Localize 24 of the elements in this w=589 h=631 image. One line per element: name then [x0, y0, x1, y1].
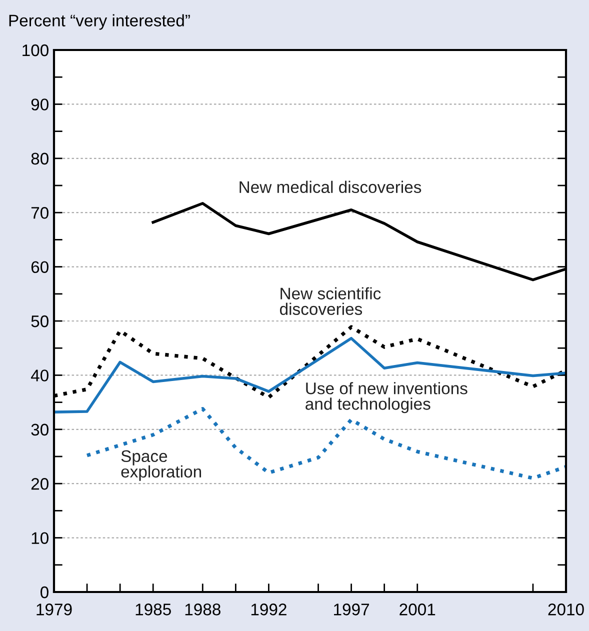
- series-label: New medical discoveries: [240, 180, 422, 194]
- x-tick-label: 2010: [548, 604, 584, 616]
- y-tick-label: 30: [31, 424, 48, 436]
- y-tick-label: 20: [31, 478, 48, 490]
- x-tick-label: 1985: [136, 604, 171, 616]
- y-tick-label: 90: [31, 98, 48, 110]
- y-tick-label: 40: [30, 370, 48, 382]
- x-tick-label: 1979: [36, 604, 72, 616]
- series-label: Use of new inventions and technologies: [306, 382, 468, 414]
- y-tick-label: 80: [31, 152, 48, 165]
- x-tick-label: 1988: [185, 604, 220, 616]
- y-tick-label: 70: [31, 207, 48, 219]
- series-label: Space exploration: [121, 450, 202, 481]
- x-tick-label: 2001: [400, 604, 436, 616]
- line-series: [54, 336, 566, 414]
- x-tick-label: 1997: [334, 604, 369, 616]
- series-label: New scientific discoveries: [280, 287, 381, 315]
- y-tick-label: 50: [31, 315, 48, 328]
- y-axis-title: Percent “very interested”: [9, 14, 190, 30]
- y-tick-label: 0: [40, 586, 48, 598]
- y-tick-label: 10: [32, 532, 48, 544]
- y-tick-label: 60: [31, 261, 48, 274]
- x-tick-label: 1992: [251, 604, 286, 616]
- y-tick-label: 100: [22, 44, 48, 56]
